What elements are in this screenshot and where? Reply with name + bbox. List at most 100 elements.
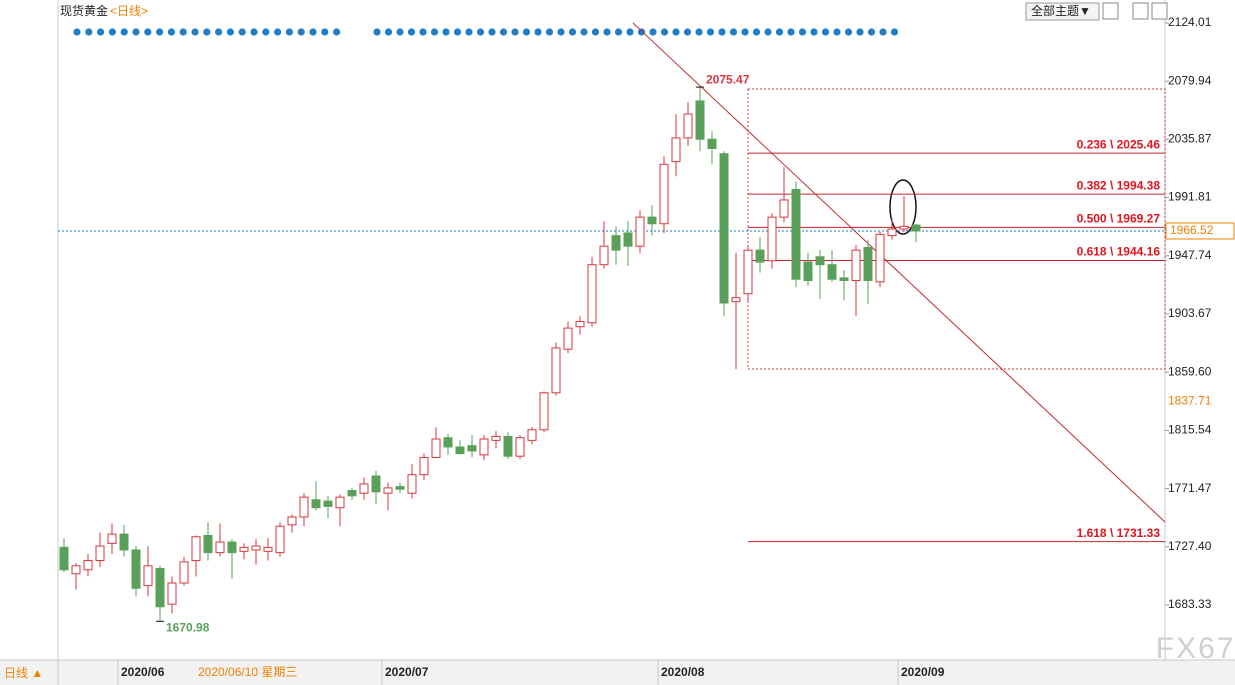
event-dot [683,28,692,36]
candle-body [695,100,705,140]
candle-body [119,533,129,551]
y-tick-label: 1683.33 [1168,597,1212,611]
event-dot [488,28,496,36]
candle-body [755,249,765,263]
candle-body [671,137,681,163]
candle-body [599,245,609,266]
event-dot [798,28,807,36]
event-dot [226,28,234,36]
candle-body [179,561,189,584]
event-dot [752,28,761,36]
fib-label: 0.382 \ 1994.38 [1077,178,1161,192]
candle-body [59,546,69,571]
event-dot [729,28,738,36]
candle-body [731,297,741,303]
period-button-label[interactable]: 日线 ▲ [4,666,43,680]
candle-body [515,437,525,457]
theme-button-label[interactable]: 全部主题▼ [1031,3,1091,18]
candle-body [803,261,813,282]
candle-body [239,546,249,552]
candle-body [431,438,441,459]
tool-icon[interactable] [1102,2,1119,20]
event-dot [787,28,795,36]
event-dot [297,28,305,36]
candle-body [299,496,309,518]
highlight-ellipse [889,179,917,235]
x-tick-label: 2020/07 [385,665,429,679]
candle-body [395,486,405,490]
candle-body [491,435,501,441]
event-dot [179,28,187,36]
candle-body [767,216,777,262]
event-dot [274,28,282,36]
watermark: FX678 [1156,632,1235,665]
event-dot [741,28,749,36]
y-tick-label: 1991.81 [1168,190,1212,204]
candle-body [335,496,345,509]
event-dot [626,28,634,36]
event-dot [97,28,105,36]
candle-body [551,347,561,394]
event-dot [775,28,784,36]
y-tick-label: 1815.54 [1168,423,1212,437]
candle-body [167,582,177,605]
event-dot [321,28,329,36]
candle-body [155,567,165,608]
candle-body [107,533,117,544]
candle-body [827,264,837,280]
event-dot [545,28,554,36]
event-dot [879,28,887,36]
last-price-box [1165,222,1235,240]
x-tick-label: 2020/06 [121,665,165,679]
candle-body [251,545,261,551]
candle-body [467,445,477,452]
chart-title: 现货黄金 [60,3,108,18]
cursor-date-label: 2020/06/10 星期三 [198,665,297,679]
candle-body [875,233,885,283]
fib-label: 0.500 \ 1969.27 [1077,212,1161,226]
candle-body [911,224,921,232]
candle-body [611,235,621,251]
event-dot [132,28,140,36]
candle-body [143,565,153,587]
event-dot [856,28,864,36]
period-button[interactable] [0,662,56,684]
event-dot [764,28,772,36]
candle-body [371,475,381,493]
candle-body [503,435,513,457]
candle-body [539,392,549,431]
event-dot [108,28,116,36]
event-dot [511,28,519,36]
event-dot [522,28,531,36]
fib-range-box [747,88,1166,370]
event-dot [453,28,462,36]
event-dot [603,28,611,36]
candle-body [635,216,645,247]
fib-label: 0.618 \ 1944.16 [1077,245,1161,259]
candle-body [83,560,93,571]
candle-body [887,228,897,237]
y-tick-label: 1947.74 [1168,248,1212,262]
tool-icon[interactable] [1132,2,1149,20]
event-dot [465,28,473,36]
candle-body [215,541,225,554]
event-dot [215,28,223,36]
event-dot [660,28,669,36]
candle-body [563,327,573,350]
tool-icon[interactable] [1151,2,1168,20]
event-dot [262,28,270,36]
theme-button[interactable] [1025,2,1100,21]
candle-body [587,264,597,324]
event-dot [649,28,657,36]
period-tag[interactable]: <日线> [110,4,148,18]
y-tick-label: 2079.94 [1168,73,1212,87]
candle-body [839,277,849,282]
candle-body [527,429,537,441]
event-dot [396,28,404,36]
event-dot [499,28,508,36]
candle-body [851,249,861,282]
fib-label: 1.618 \ 1731.33 [1077,526,1161,540]
candle-body [227,541,237,554]
